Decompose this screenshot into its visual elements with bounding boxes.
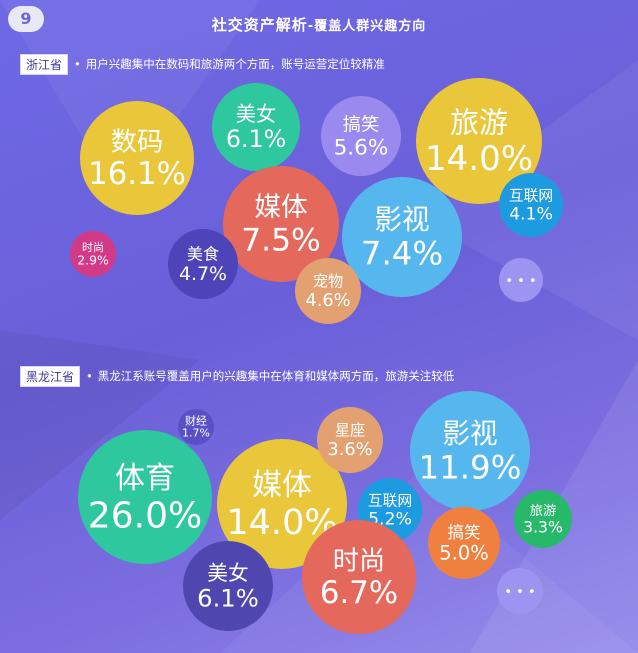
page-title: 社交资产解析-覆盖人群兴趣方向: [0, 14, 638, 35]
bubble-1-7: 旅游3.3%: [514, 490, 572, 548]
bubble-category-label: 财经: [185, 413, 207, 427]
bubble-0-2: 搞笑5.6%: [321, 96, 401, 176]
bubble-category-label: 体育: [115, 461, 175, 496]
bubble-circle: [302, 520, 416, 634]
bubble-0-9: 宠物4.6%: [295, 258, 361, 324]
bubble-value-label: 14.0%: [425, 139, 533, 179]
bubble-category-label: 数码: [111, 127, 163, 157]
page-number-badge: 9: [8, 6, 44, 32]
bubble-1-8: 美女6.1%: [183, 541, 273, 631]
bubble-circle: [223, 166, 339, 282]
bubble-category-label: 搞笑: [343, 115, 380, 136]
bubble-1-0: 财经1.7%: [178, 409, 214, 445]
bubble-value-label: 11.9%: [419, 449, 522, 487]
bubble-circle: [416, 78, 542, 204]
more-categories-button-0[interactable]: • • •: [499, 258, 543, 302]
bubble-circle: [70, 231, 116, 277]
bubble-circle: [212, 83, 300, 171]
bubble-category-label: 美女: [236, 102, 276, 126]
bubble-category-label: 旅游: [530, 503, 557, 519]
region-note-heilongjiang: 黑龙江系账号覆盖用户的兴趣集中在体育和媒体两方面，旅游关注较低: [86, 368, 455, 384]
bubble-value-label: 3.6%: [327, 439, 372, 460]
bubble-circle: [428, 507, 500, 579]
bubble-circle: [342, 177, 462, 297]
bubble-circle: [80, 101, 194, 215]
bubble-value-label: 4.6%: [305, 290, 350, 311]
bubble-0-7: 时尚2.9%: [70, 231, 116, 277]
bubble-category-label: 互联网: [368, 493, 412, 510]
bubble-category-label: 星座: [335, 422, 365, 440]
bubble-0-1: 美女6.1%: [212, 83, 300, 171]
bubble-circle: [321, 96, 401, 176]
bubble-category-label: 影视: [442, 417, 497, 450]
bubble-circle: [78, 430, 212, 564]
bubble-value-label: 1.7%: [182, 426, 210, 439]
bubble-1-3: 星座3.6%: [317, 407, 383, 473]
region-badge-zhejiang: 浙江省: [20, 54, 69, 75]
title-sub: -覆盖人群兴趣方向: [307, 19, 427, 34]
bubble-value-label: 6.1%: [197, 584, 259, 613]
bubble-circle: [317, 407, 383, 473]
bubble-category-label: 影视: [374, 203, 429, 236]
more-button-circle[interactable]: [497, 568, 543, 614]
bubble-circle: [217, 439, 347, 569]
bubble-circle: [168, 229, 238, 299]
bubble-category-label: 美女: [207, 561, 248, 585]
more-dots-icon[interactable]: • • •: [504, 585, 535, 600]
bubble-1-9: 时尚6.7%: [302, 520, 416, 634]
bubble-category-label: 宠物: [313, 273, 343, 291]
bubble-value-label: 26.0%: [88, 496, 202, 537]
bubble-value-label: 7.4%: [361, 235, 443, 273]
bubble-category-label: 互联网: [509, 188, 553, 205]
bubble-value-label: 7.5%: [241, 223, 321, 259]
bubble-0-8: 美食4.7%: [168, 229, 238, 299]
bubble-category-label: 美食: [187, 244, 219, 263]
more-categories-button-1[interactable]: • • •: [497, 568, 543, 614]
bubble-category-label: 媒体: [252, 468, 312, 503]
bubble-circle: [178, 409, 214, 445]
bubble-value-label: 2.9%: [77, 253, 109, 268]
bubble-circle: [183, 541, 273, 631]
bubble-1-6: 搞笑5.0%: [428, 507, 500, 579]
bubble-value-label: 6.7%: [320, 575, 398, 611]
bubble-value-label: 5.0%: [439, 542, 488, 565]
bubble-value-label: 5.6%: [334, 135, 389, 160]
bubble-category-label: 旅游: [450, 105, 508, 139]
title-main: 社交资产解析: [211, 16, 308, 34]
bubble-category-label: 时尚: [82, 240, 104, 254]
more-dots-icon[interactable]: • • •: [505, 274, 536, 289]
more-button-circle[interactable]: [499, 258, 543, 302]
bubble-category-label: 媒体: [254, 192, 307, 223]
region-badge-heilongjiang: 黑龙江省: [20, 366, 81, 387]
bubble-value-label: 14.0%: [226, 502, 337, 543]
bubble-0-4: 媒体7.5%: [223, 166, 339, 282]
bubble-0-5: 影视7.4%: [342, 177, 462, 297]
bubble-value-label: 4.7%: [179, 263, 227, 285]
bubble-value-label: 3.3%: [523, 517, 563, 536]
bubble-value-label: 16.1%: [88, 156, 186, 192]
bubble-circle: [410, 391, 530, 511]
bubble-value-label: 4.1%: [509, 205, 553, 225]
bubble-circle: [514, 490, 572, 548]
bubble-circle: [295, 258, 361, 324]
bubble-category-label: 时尚: [333, 546, 385, 576]
bubble-value-label: 6.1%: [226, 125, 286, 153]
bubble-category-label: 搞笑: [447, 523, 480, 542]
bubble-circle: [499, 173, 563, 237]
region-note-zhejiang: 用户兴趣集中在数码和旅游两个方面，账号运营定位较精准: [74, 56, 385, 72]
